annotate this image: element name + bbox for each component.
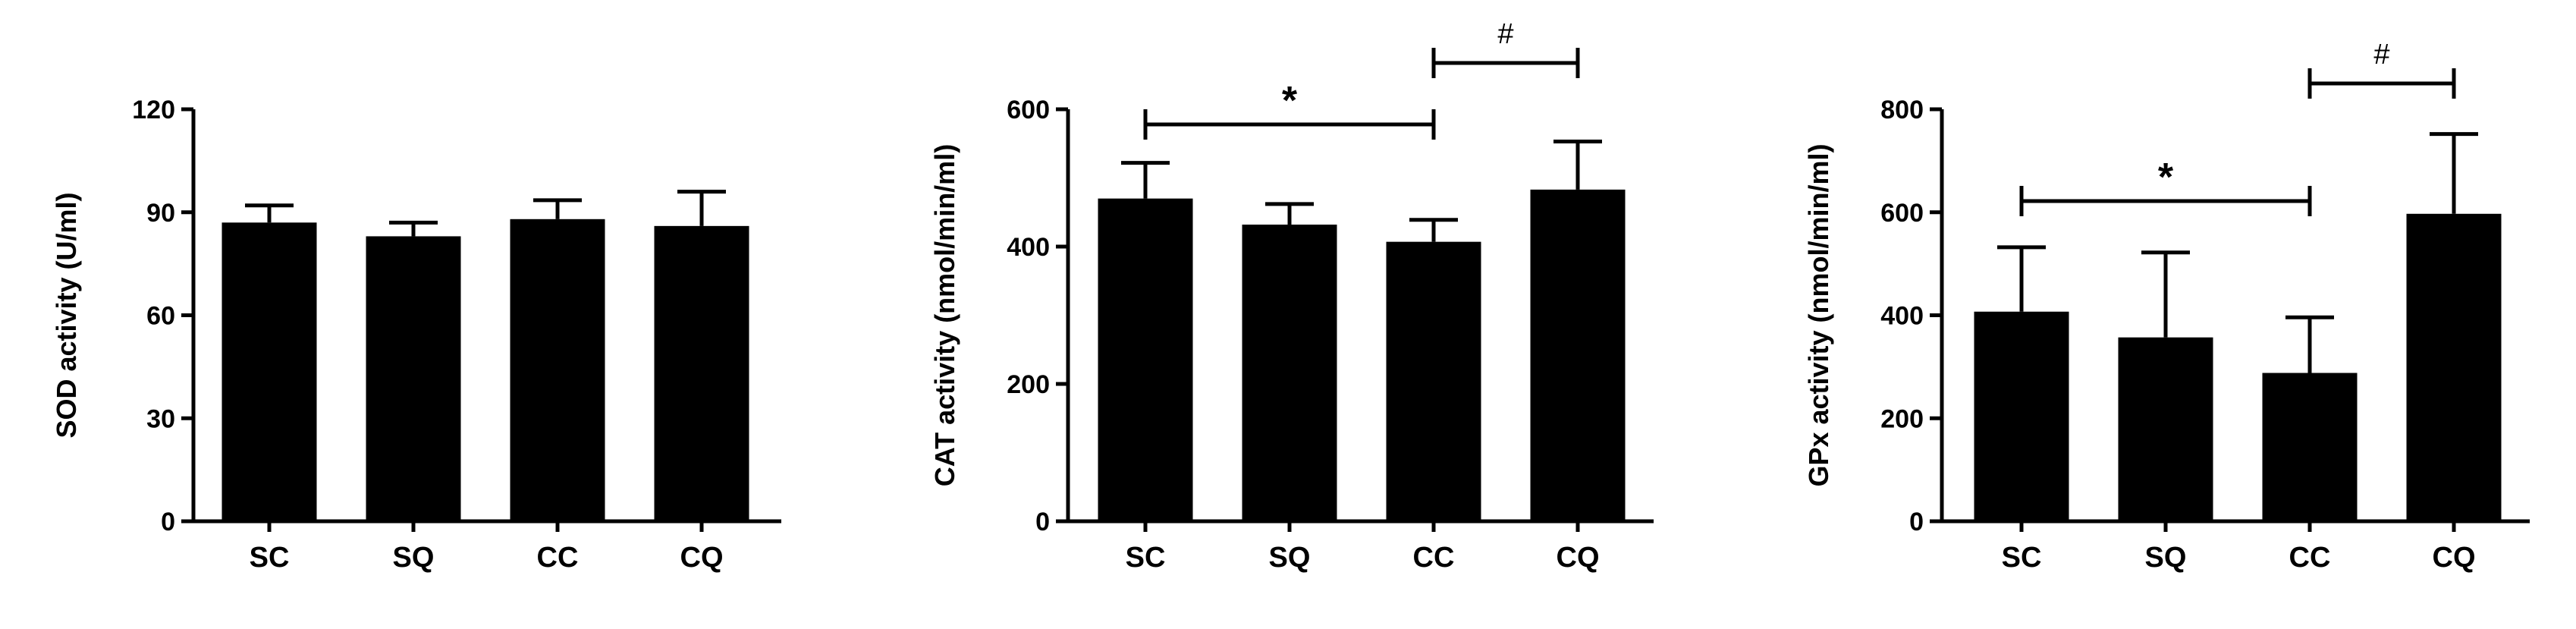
x-tick-label: SC — [2002, 542, 2042, 574]
bar-sq — [366, 236, 461, 521]
y-axis-title: SOD activity (U/ml) — [51, 192, 82, 438]
bar-sc — [221, 222, 317, 521]
significance-label: * — [2158, 156, 2174, 200]
bar-cc — [1386, 241, 1481, 521]
bar-cq — [654, 225, 749, 521]
y-tick-label: 800 — [1880, 96, 1924, 124]
y-tick-label: 60 — [146, 302, 175, 331]
x-tick-label: SC — [1126, 542, 1166, 574]
significance-label: # — [2373, 39, 2389, 71]
bar-cc — [2262, 373, 2358, 521]
bar-cq — [2406, 213, 2502, 521]
y-axis-title: GPx activity (nmol/min/ml) — [1803, 143, 1834, 486]
x-tick-label: SQ — [2145, 542, 2187, 574]
bar-cq — [1530, 189, 1626, 521]
y-tick-label: 30 — [146, 404, 175, 433]
chart-panel-1: 0 30 60 90 120 SC SQ CC CQ SOD activity (U/ml) — [51, 96, 781, 574]
y-tick-label: 200 — [1007, 370, 1050, 399]
bar-sq — [1242, 225, 1337, 521]
significance-label: # — [1497, 18, 1513, 50]
y-tick-label: 0 — [1035, 508, 1050, 536]
bar-sc — [1098, 198, 1193, 521]
x-tick-label: CC — [1413, 542, 1455, 574]
y-tick-label: 0 — [161, 508, 175, 536]
y-tick-label: 400 — [1007, 233, 1050, 262]
bar-sq — [2118, 337, 2213, 521]
x-tick-label: CQ — [2433, 542, 2476, 574]
x-tick-label: CC — [2289, 542, 2331, 574]
significance-label: * — [1282, 79, 1298, 123]
y-tick-label: 200 — [1880, 404, 1924, 433]
y-tick-label: 600 — [1880, 199, 1924, 228]
bar-sc — [1974, 311, 2069, 521]
x-tick-label: SC — [250, 542, 290, 574]
x-tick-label: SQ — [393, 542, 435, 574]
bar-cc — [510, 219, 605, 521]
y-tick-label: 0 — [1909, 508, 1924, 536]
y-tick-label: 120 — [132, 96, 175, 124]
x-tick-label: CQ — [1557, 542, 1600, 574]
x-tick-label: CC — [537, 542, 579, 574]
y-tick-label: 90 — [146, 199, 175, 228]
y-tick-label: 600 — [1007, 96, 1050, 124]
x-tick-label: SQ — [1269, 542, 1311, 574]
y-tick-label: 400 — [1880, 302, 1924, 331]
chart-panel-2: 0 200 400 600 SC SQ CC CQ CAT activity (nmol/min… — [929, 18, 1654, 574]
x-tick-label: CQ — [680, 542, 724, 574]
chart-panel-3: 0 200 400 600 800 SC SQ CC CQ GPx activity (nmol/… — [1803, 39, 2530, 574]
y-axis-title: CAT activity (nmol/min/ml) — [929, 144, 960, 486]
